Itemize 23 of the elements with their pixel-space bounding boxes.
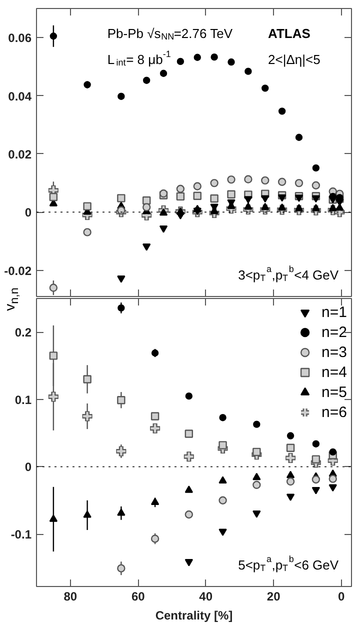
x-tick-label: 0	[338, 590, 345, 604]
x-tick-label: 20	[266, 590, 281, 604]
y-tick-label: 0.02	[8, 147, 32, 162]
annotation: ATLAS	[268, 26, 311, 42]
y-tick-label: 0.04	[8, 89, 32, 104]
x-tick-label: 80	[64, 590, 78, 604]
y-tick-label: 0.2	[14, 326, 32, 340]
legend-label: n=4	[322, 364, 347, 380]
y-tick-label: 0.1	[14, 392, 32, 407]
y-tick-label: -0.1	[10, 528, 32, 542]
legend-label: n=5	[322, 384, 347, 400]
y-tick-label: 0	[24, 460, 32, 474]
legend-label: n=2	[322, 324, 347, 340]
x-axis-title: Centrality [%]	[155, 608, 233, 622]
y-tick-label: 0	[24, 206, 32, 220]
legend-label: n=3	[322, 344, 347, 360]
x-tick-label: 60	[131, 590, 146, 604]
legend-label: n=1	[322, 304, 347, 320]
y-tick-label: -0.02	[4, 264, 32, 278]
x-tick-label: 40	[199, 590, 213, 604]
y-tick-label: 0.06	[8, 31, 32, 46]
legend-label: n=6	[322, 404, 347, 420]
annotation: 2<|Δη|<5	[268, 52, 320, 67]
